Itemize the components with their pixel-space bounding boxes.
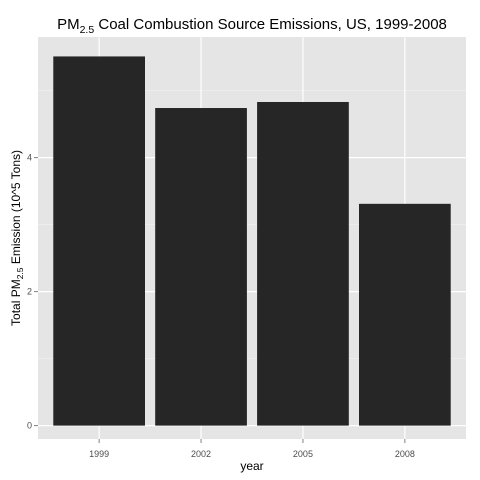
y-axis-ticks: 0 2 4: [27, 153, 38, 431]
bar-2005: [257, 101, 349, 426]
bar-2008: [359, 203, 451, 426]
x-axis-ticks: 1999 2002 2005 2008: [89, 439, 415, 459]
y-axis-label-suffix: Emission (10^5 Tons): [9, 150, 23, 267]
bar-2002: [155, 108, 247, 426]
y-axis-label: Total PM2.5 Emission (10^5 Tons): [9, 150, 25, 326]
y-tick-label: 0: [27, 421, 32, 431]
chart-title-suffix: Coal Combustion Source Emissions, US, 19…: [94, 16, 447, 33]
x-tick-label: 2005: [293, 449, 313, 459]
x-tick-label: 2002: [191, 449, 211, 459]
y-axis-label-prefix: Total PM: [9, 279, 23, 326]
x-tick-label: 1999: [89, 449, 109, 459]
y-axis-label-subscript: 2.5: [15, 267, 25, 279]
chart-title-subscript: 2.5: [80, 24, 95, 36]
y-tick-label: 4: [27, 153, 32, 163]
y-tick-label: 2: [27, 287, 32, 297]
chart-title: PM2.5 Coal Combustion Source Emissions, …: [57, 16, 447, 36]
bar-1999: [53, 56, 145, 426]
bars: [53, 56, 451, 426]
chart-title-prefix: PM: [57, 16, 80, 33]
x-axis-label: year: [240, 459, 263, 473]
x-tick-label: 2008: [395, 449, 415, 459]
